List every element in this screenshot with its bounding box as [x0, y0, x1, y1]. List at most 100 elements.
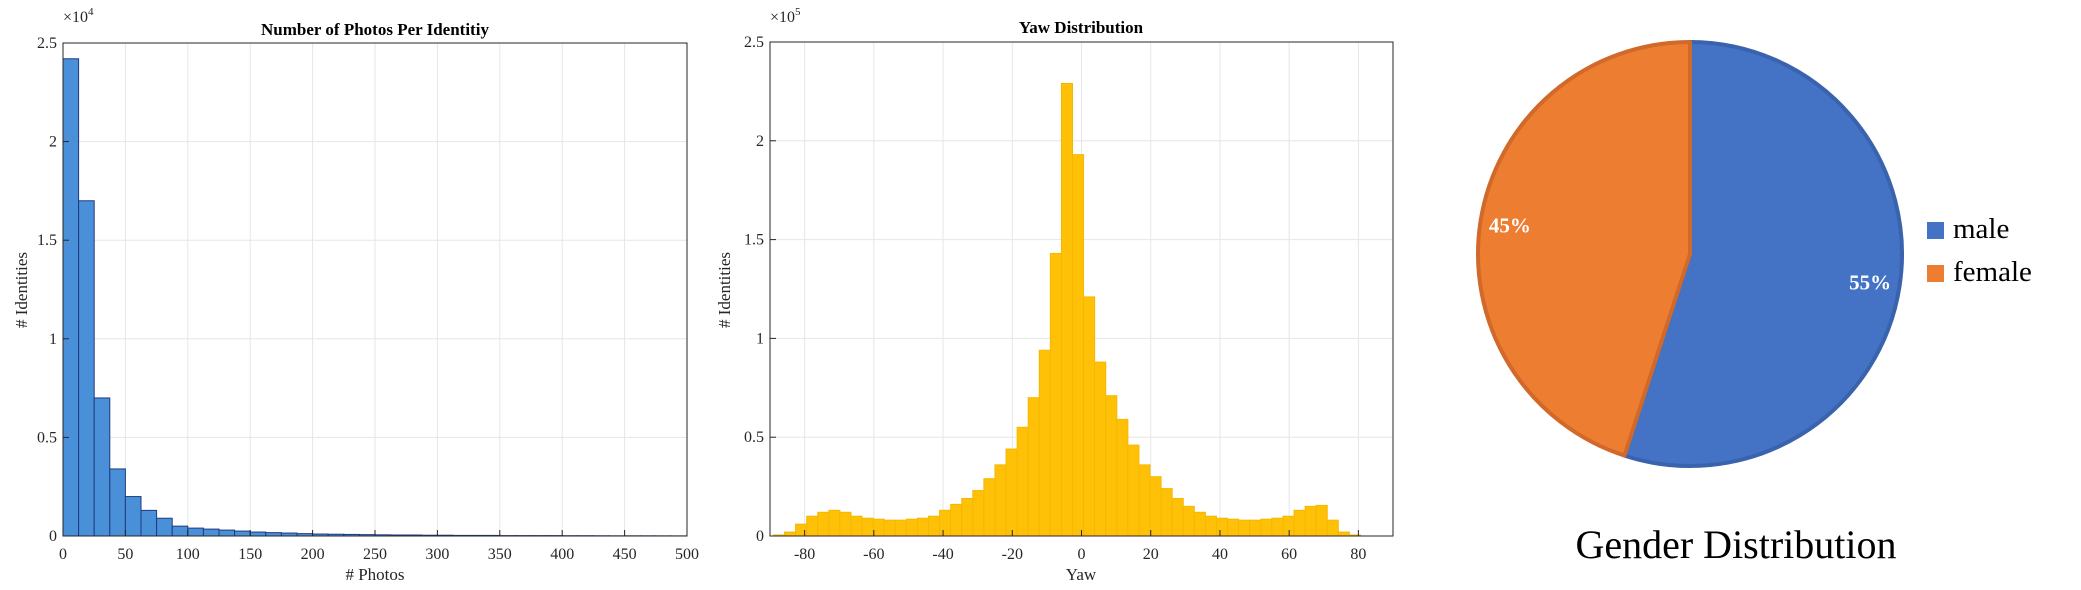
chart2-exponent-power: 5: [795, 6, 801, 18]
chart1-bar: [265, 532, 282, 537]
chart1-ytick-label: 1.5: [37, 232, 57, 249]
chart2-bar: [1072, 154, 1085, 537]
chart2-bar: [1282, 515, 1295, 537]
chart2-xtick-label: -40: [932, 546, 953, 563]
chart1-xtick-label: 450: [613, 546, 637, 563]
chart2-bar: [1271, 517, 1284, 537]
chart2-bar: [1326, 519, 1339, 537]
chart2-bar: [1227, 518, 1240, 537]
chart1-bar: [171, 525, 189, 537]
chart1-ticks: 0 50 100 150 200 250 300 350 400 450 500 0 0.5 1 1.5 2 2…: [37, 35, 699, 563]
chart1-ytick-label: 0: [49, 528, 57, 545]
chart1-grid: [62, 42, 688, 537]
yaw-distribution-chart: Yaw Distribution -80 -60 -40 -20 0 20 40 60 80 0 0…: [715, 6, 1394, 584]
chart2-bar: [994, 464, 1007, 537]
chart2-ytick-label: 0.5: [744, 429, 764, 446]
chart2-bar: [883, 519, 896, 537]
legend-label-female: female: [1953, 256, 2032, 288]
chart1-xtick-label: 0: [59, 546, 67, 563]
chart2-bar: [1249, 519, 1262, 537]
chart1-xtick-label: 300: [425, 546, 449, 563]
chart2-bar: [872, 518, 885, 537]
chart1-xtick-label: 500: [675, 546, 699, 563]
chart1-xtick-label: 100: [176, 546, 200, 563]
chart1-xtick-label: 200: [301, 546, 325, 563]
chart1-bar: [124, 496, 142, 537]
chart2-ytick-label: 1: [756, 330, 764, 347]
chart1-xlabel: # Photos: [345, 565, 404, 584]
pie-slice-female: [1476, 40, 1692, 458]
pie-pct-label-female: 45%: [1489, 213, 1531, 237]
chart2-bar: [1160, 488, 1173, 537]
chart2-bar: [1193, 511, 1206, 537]
chart2-exponent: ×105: [770, 6, 801, 26]
chart1-bar: [109, 468, 126, 537]
chart2-bar: [861, 517, 874, 537]
chart1-bar: [78, 200, 95, 537]
chart1-xtick-label: 250: [363, 546, 387, 563]
chart2-bar: [1293, 509, 1306, 537]
chart1-exponent: ×104: [63, 6, 94, 26]
chart2-bar: [1005, 448, 1018, 537]
chart1-exponent-power: 4: [88, 6, 94, 18]
chart2-bar: [950, 503, 963, 537]
legend-swatch-female: [1927, 265, 1944, 282]
chart2-exponent-base: ×10: [770, 9, 795, 26]
chart2-bar: [983, 478, 996, 537]
chart2-bar: [939, 509, 952, 537]
chart3-title: Gender Distribution: [1575, 522, 1896, 567]
chart2-bar: [905, 518, 918, 537]
chart2-xtick-label: 20: [1143, 546, 1159, 563]
chart2-bar: [1260, 518, 1273, 537]
chart1-xtick-label: 400: [550, 546, 574, 563]
pie-legend: male female: [1927, 213, 2032, 288]
chart2-bar: [1304, 505, 1317, 537]
chart2-bar: [972, 490, 985, 537]
chart1-bar: [187, 527, 204, 537]
legend-swatch-male: [1927, 222, 1944, 239]
chart2-bar: [806, 515, 819, 537]
chart2-ytick-label: 2: [756, 133, 764, 150]
chart1-bar: [249, 531, 267, 537]
chart2-bar: [1215, 517, 1229, 537]
chart2-xtick-label: 60: [1281, 546, 1297, 563]
chart1-ytick-label: 2.5: [37, 35, 57, 52]
chart2-bar: [784, 531, 797, 537]
chart2-ylabel: # Identities: [715, 252, 734, 328]
chart2-bar: [1171, 497, 1184, 537]
chart2-bar: [1038, 349, 1051, 537]
chart2-bar: [1105, 395, 1118, 537]
chart2-xtick-label: -60: [863, 546, 884, 563]
chart1-bar: [234, 530, 251, 537]
chart2-bar: [850, 515, 863, 537]
chart1-ytick-label: 1: [49, 331, 57, 348]
chart1-xtick-label: 50: [117, 546, 133, 563]
pie-slices: [1476, 40, 1904, 468]
chart2-title: Yaw Distribution: [1019, 18, 1144, 37]
chart2-bar: [1315, 504, 1328, 537]
chart1-bar: [218, 529, 236, 537]
chart1-title: Number of Photos Per Identitiy: [261, 20, 489, 39]
chart2-xtick-label: -80: [794, 546, 815, 563]
chart1-exponent-base: ×10: [63, 9, 88, 26]
legend-label-male: male: [1953, 213, 2009, 245]
chart2-bar: [1027, 397, 1040, 537]
chart2-bar: [1138, 464, 1151, 537]
chart2-bar: [916, 517, 930, 537]
chart2-bar: [1238, 519, 1251, 537]
chart1-bar: [93, 397, 111, 537]
chart1-bar: [62, 58, 80, 537]
pie-pct-label-male: 55%: [1849, 271, 1891, 295]
chart2-xlabel: Yaw: [1066, 565, 1097, 584]
chart1-ylabel: # Identities: [12, 252, 31, 328]
chart2-bar: [1016, 426, 1029, 537]
chart2-bar: [894, 519, 907, 537]
chart2-ytick-label: 2.5: [744, 34, 764, 51]
chart1-bar: [202, 528, 220, 537]
chart2-ytick-label: 1.5: [744, 232, 764, 249]
chart2-xtick-label: 0: [1078, 546, 1086, 563]
pie-slice-male: [1622, 40, 1904, 468]
chart2-bars: [772, 82, 1361, 537]
chart2-bar: [1049, 252, 1062, 537]
